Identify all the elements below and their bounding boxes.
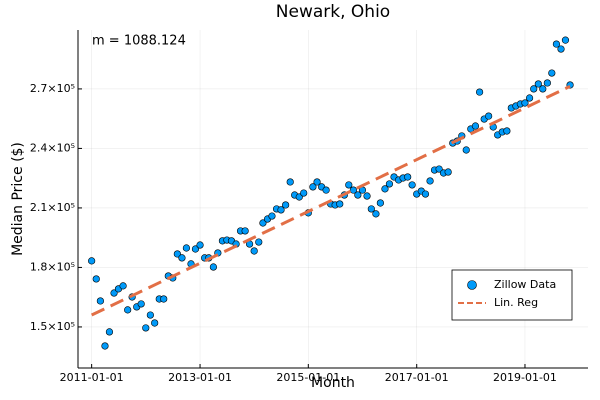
x-tick-label: 2019-01-01	[493, 371, 557, 384]
point	[119, 282, 127, 290]
point	[421, 190, 430, 198]
point	[557, 45, 565, 53]
point	[137, 300, 145, 308]
y-tick-label: 2.7×10⁵	[30, 82, 75, 95]
point	[561, 36, 570, 44]
point	[543, 79, 551, 87]
y-tick-label: 2.1×10⁵	[30, 201, 75, 214]
x-tick-label: 2015-01-01	[276, 371, 340, 384]
y-tick-label: 1.8×10⁵	[30, 260, 75, 273]
point	[124, 306, 132, 314]
point	[241, 227, 249, 235]
x-tick-label: 2013-01-01	[168, 371, 232, 384]
legend-label: Lin. Reg	[494, 296, 538, 309]
point	[363, 192, 371, 200]
point	[408, 181, 416, 189]
point	[444, 168, 452, 176]
y-tick-label: 2.4×10⁵	[30, 141, 75, 154]
point	[182, 244, 191, 252]
point	[268, 212, 276, 220]
point	[471, 122, 480, 130]
point	[105, 328, 114, 336]
point	[173, 250, 181, 258]
point	[250, 247, 258, 255]
point	[354, 191, 362, 199]
legend-marker	[467, 280, 477, 290]
point	[539, 85, 547, 93]
point	[367, 205, 375, 213]
point	[530, 85, 538, 93]
point	[277, 206, 285, 214]
point	[178, 254, 186, 262]
point	[521, 99, 529, 107]
point	[525, 94, 534, 102]
point	[110, 289, 118, 297]
x-axis-label: Month	[311, 375, 355, 391]
point	[404, 173, 412, 181]
point	[548, 69, 556, 77]
y-tick-label: 1.5×10⁵	[30, 320, 75, 333]
regression-line	[90, 84, 571, 317]
point	[96, 297, 104, 305]
legend-box	[451, 269, 573, 321]
point	[146, 311, 154, 319]
point	[101, 342, 109, 350]
point	[313, 178, 321, 186]
point	[196, 241, 204, 249]
point	[160, 295, 168, 303]
point	[300, 189, 308, 197]
point	[295, 193, 303, 201]
point	[503, 127, 511, 135]
point	[534, 80, 542, 88]
point	[151, 319, 159, 327]
point	[345, 181, 353, 189]
x-tick-label: 2017-01-01	[385, 371, 449, 384]
point	[385, 180, 394, 188]
point	[349, 186, 357, 194]
y-axis-label: Median Price ($)	[10, 142, 26, 256]
point	[336, 200, 344, 208]
point	[372, 210, 380, 218]
point	[309, 183, 317, 191]
x-tick-label: 2011-01-01	[60, 371, 124, 384]
point	[259, 219, 267, 227]
point	[485, 112, 493, 120]
point	[255, 238, 263, 246]
point	[142, 324, 150, 332]
point	[552, 40, 561, 48]
annotation: m = 1088.124	[92, 34, 186, 49]
point	[322, 186, 330, 194]
legend-label: Zillow Data	[494, 278, 556, 291]
point	[381, 185, 389, 193]
point	[475, 88, 484, 96]
point	[426, 177, 434, 185]
point	[209, 263, 217, 271]
chart-title: Newark, Ohio	[276, 2, 390, 22]
point	[376, 199, 384, 207]
point	[286, 178, 294, 186]
point	[88, 257, 96, 265]
point	[462, 146, 470, 154]
point	[191, 245, 200, 253]
point	[435, 165, 443, 173]
point	[92, 275, 100, 283]
point	[282, 201, 290, 209]
